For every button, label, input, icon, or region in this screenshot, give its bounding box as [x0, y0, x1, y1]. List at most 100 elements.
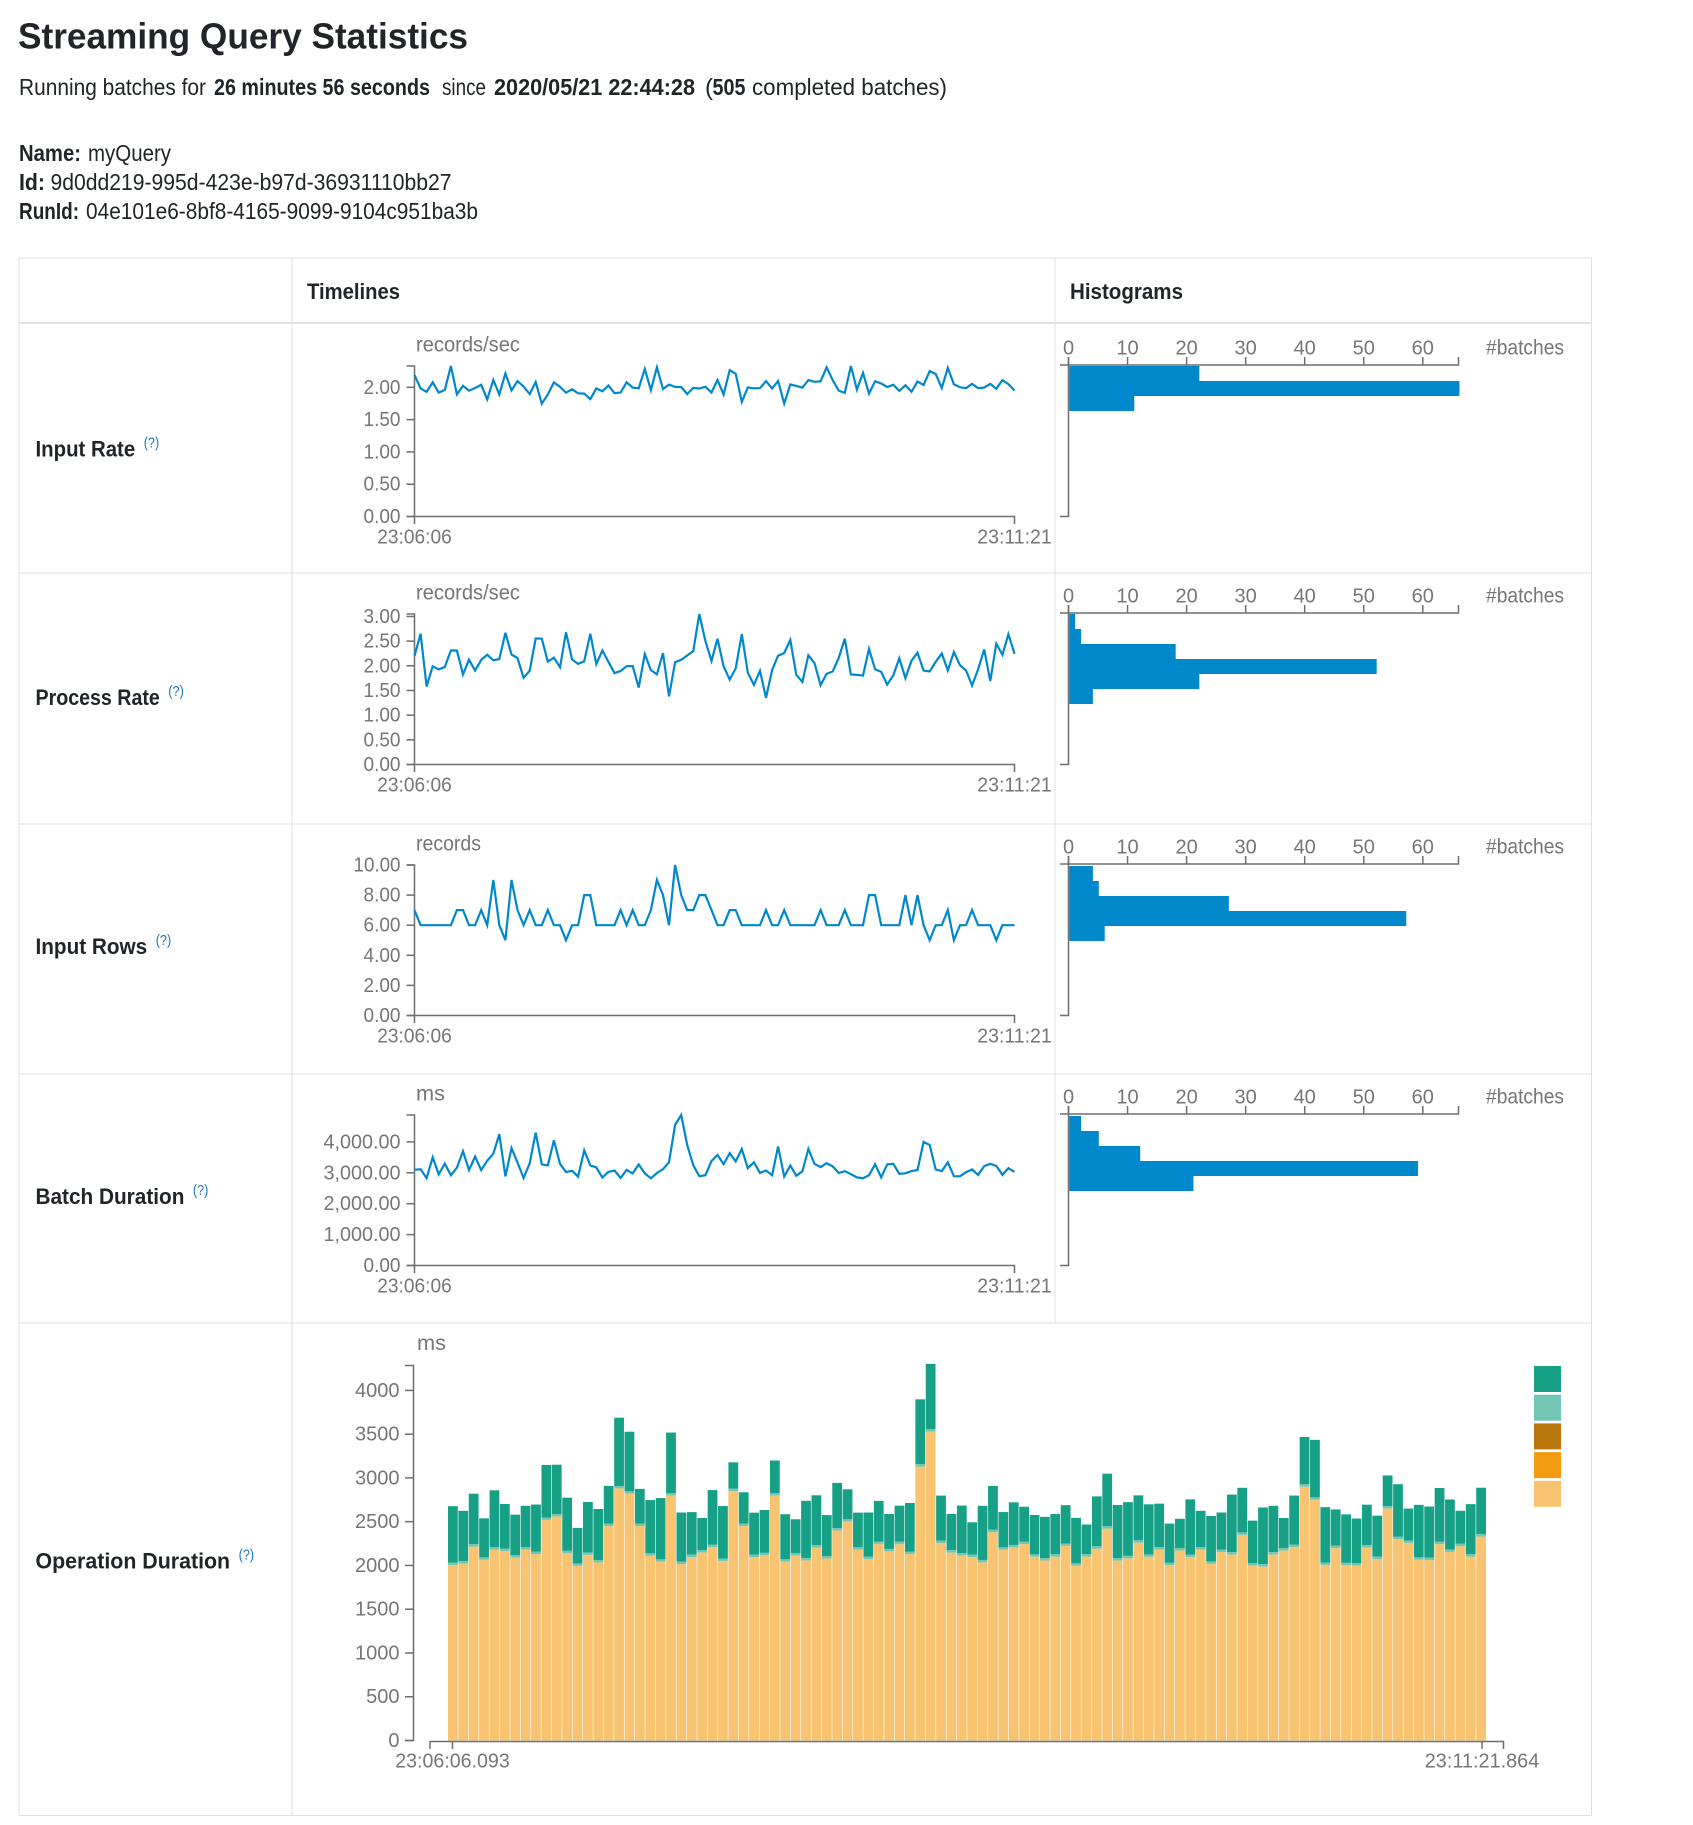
svg-text:23:06:06: 23:06:06	[377, 1026, 452, 1048]
svg-text:23:06:06: 23:06:06	[377, 1276, 452, 1298]
svg-text:(?): (?)	[168, 683, 184, 700]
svg-text:myQuery: myQuery	[88, 140, 171, 166]
svg-text:8.00: 8.00	[364, 885, 401, 907]
svg-text:2.00: 2.00	[364, 377, 401, 399]
svg-text:23:11:21: 23:11:21	[977, 1026, 1052, 1048]
svg-text:10: 10	[1116, 837, 1138, 859]
svg-text:30: 30	[1235, 837, 1257, 859]
svg-text:20: 20	[1175, 338, 1197, 360]
svg-text:(?): (?)	[156, 932, 172, 949]
svg-text:4.00: 4.00	[364, 945, 401, 967]
svg-text:4,000.00: 4,000.00	[324, 1131, 401, 1153]
svg-text:0.00: 0.00	[364, 506, 401, 528]
svg-text:Name:: Name:	[19, 140, 81, 166]
svg-text:(?): (?)	[239, 1547, 255, 1564]
svg-text:04e101e6-8bf8-4165-9099-9104c9: 04e101e6-8bf8-4165-9099-9104c951ba3b	[86, 198, 478, 224]
svg-text:records/sec: records/sec	[416, 334, 520, 357]
svg-text:(?): (?)	[193, 1182, 209, 1199]
svg-text:50: 50	[1353, 338, 1375, 360]
svg-text:26 minutes 56 seconds: 26 minutes 56 seconds	[214, 74, 430, 100]
svg-text:1.00: 1.00	[364, 705, 401, 727]
svg-text:60: 60	[1412, 586, 1434, 608]
svg-text:30: 30	[1235, 338, 1257, 360]
svg-text:0.00: 0.00	[364, 1005, 401, 1027]
svg-text:Running batches for: Running batches for	[19, 74, 206, 100]
svg-text:0.50: 0.50	[364, 474, 401, 496]
svg-text:10: 10	[1116, 586, 1138, 608]
svg-text:(?): (?)	[144, 434, 160, 451]
svg-text:505: 505	[713, 74, 746, 100]
svg-text:23:06:06: 23:06:06	[377, 775, 452, 797]
svg-text:3,000.00: 3,000.00	[324, 1162, 401, 1184]
svg-text:0: 0	[388, 1730, 399, 1752]
svg-text:23:11:21: 23:11:21	[977, 527, 1052, 549]
svg-text:10.00: 10.00	[354, 855, 401, 877]
svg-text:23:06:06: 23:06:06	[377, 527, 452, 549]
svg-text:23:11:21: 23:11:21	[977, 1276, 1052, 1298]
svg-text:0: 0	[1063, 586, 1074, 608]
svg-text:1000: 1000	[355, 1642, 400, 1664]
svg-text:60: 60	[1412, 338, 1434, 360]
svg-text:completed batches): completed batches)	[752, 74, 947, 100]
svg-text:1,000.00: 1,000.00	[324, 1224, 401, 1246]
svg-text:50: 50	[1353, 586, 1375, 608]
svg-text:2000: 2000	[355, 1555, 400, 1577]
svg-text:6.00: 6.00	[364, 915, 401, 937]
svg-text:0: 0	[1063, 338, 1074, 360]
svg-text:records: records	[416, 833, 481, 856]
svg-text:(: (	[705, 74, 713, 100]
svg-text:10: 10	[1116, 338, 1138, 360]
svg-text:#batches: #batches	[1486, 1086, 1564, 1109]
svg-text:500: 500	[366, 1686, 399, 1708]
svg-text:30: 30	[1235, 586, 1257, 608]
svg-text:60: 60	[1412, 1087, 1434, 1109]
svg-text:ms: ms	[417, 1332, 446, 1355]
svg-text:50: 50	[1353, 837, 1375, 859]
svg-text:9d0dd219-995d-423e-b97d-369311: 9d0dd219-995d-423e-b97d-36931110bb27	[51, 169, 452, 195]
svg-text:0: 0	[1063, 1087, 1074, 1109]
svg-text:RunId:: RunId:	[19, 198, 79, 224]
svg-text:2.00: 2.00	[364, 655, 401, 677]
svg-text:1500: 1500	[355, 1599, 400, 1621]
svg-text:Timelines: Timelines	[307, 279, 400, 304]
svg-text:0.00: 0.00	[364, 754, 401, 776]
svg-text:Id:: Id:	[19, 169, 45, 195]
svg-text:2.50: 2.50	[364, 631, 401, 653]
svg-text:Histograms: Histograms	[1070, 279, 1183, 304]
svg-text:3.00: 3.00	[364, 606, 401, 628]
svg-text:1.50: 1.50	[364, 680, 401, 702]
svg-text:2020/05/21 22:44:28: 2020/05/21 22:44:28	[494, 74, 695, 100]
svg-text:#batches: #batches	[1486, 585, 1564, 608]
svg-text:1.50: 1.50	[364, 409, 401, 431]
svg-text:1.00: 1.00	[364, 441, 401, 463]
svg-text:ms: ms	[416, 1083, 445, 1106]
svg-text:2.00: 2.00	[364, 975, 401, 997]
svg-text:0: 0	[1063, 837, 1074, 859]
svg-text:10: 10	[1116, 1087, 1138, 1109]
svg-text:Streaming Query Statistics: Streaming Query Statistics	[18, 16, 468, 57]
svg-text:4000: 4000	[355, 1380, 400, 1402]
svg-text:records/sec: records/sec	[416, 582, 520, 605]
svg-text:Batch Duration: Batch Duration	[36, 1184, 185, 1209]
svg-text:3000: 3000	[355, 1467, 400, 1489]
svg-text:Process Rate: Process Rate	[36, 685, 160, 710]
svg-text:40: 40	[1294, 837, 1316, 859]
svg-text:20: 20	[1175, 586, 1197, 608]
svg-text:23:11:21.864: 23:11:21.864	[1425, 1751, 1540, 1773]
svg-text:0.00: 0.00	[364, 1255, 401, 1277]
svg-text:0.50: 0.50	[364, 729, 401, 751]
svg-text:Input Rows: Input Rows	[36, 934, 148, 959]
svg-text:Input Rate: Input Rate	[36, 436, 136, 461]
svg-text:30: 30	[1235, 1087, 1257, 1109]
svg-text:23:06:06.093: 23:06:06.093	[395, 1751, 510, 1773]
svg-text:20: 20	[1175, 1087, 1197, 1109]
svg-text:23:11:21: 23:11:21	[977, 775, 1052, 797]
svg-text:2500: 2500	[355, 1511, 400, 1533]
svg-text:20: 20	[1175, 837, 1197, 859]
svg-text:40: 40	[1294, 1087, 1316, 1109]
svg-text:#batches: #batches	[1486, 836, 1564, 859]
svg-text:#batches: #batches	[1486, 337, 1564, 360]
svg-text:2,000.00: 2,000.00	[324, 1193, 401, 1215]
svg-text:since: since	[442, 74, 486, 100]
svg-text:40: 40	[1294, 338, 1316, 360]
